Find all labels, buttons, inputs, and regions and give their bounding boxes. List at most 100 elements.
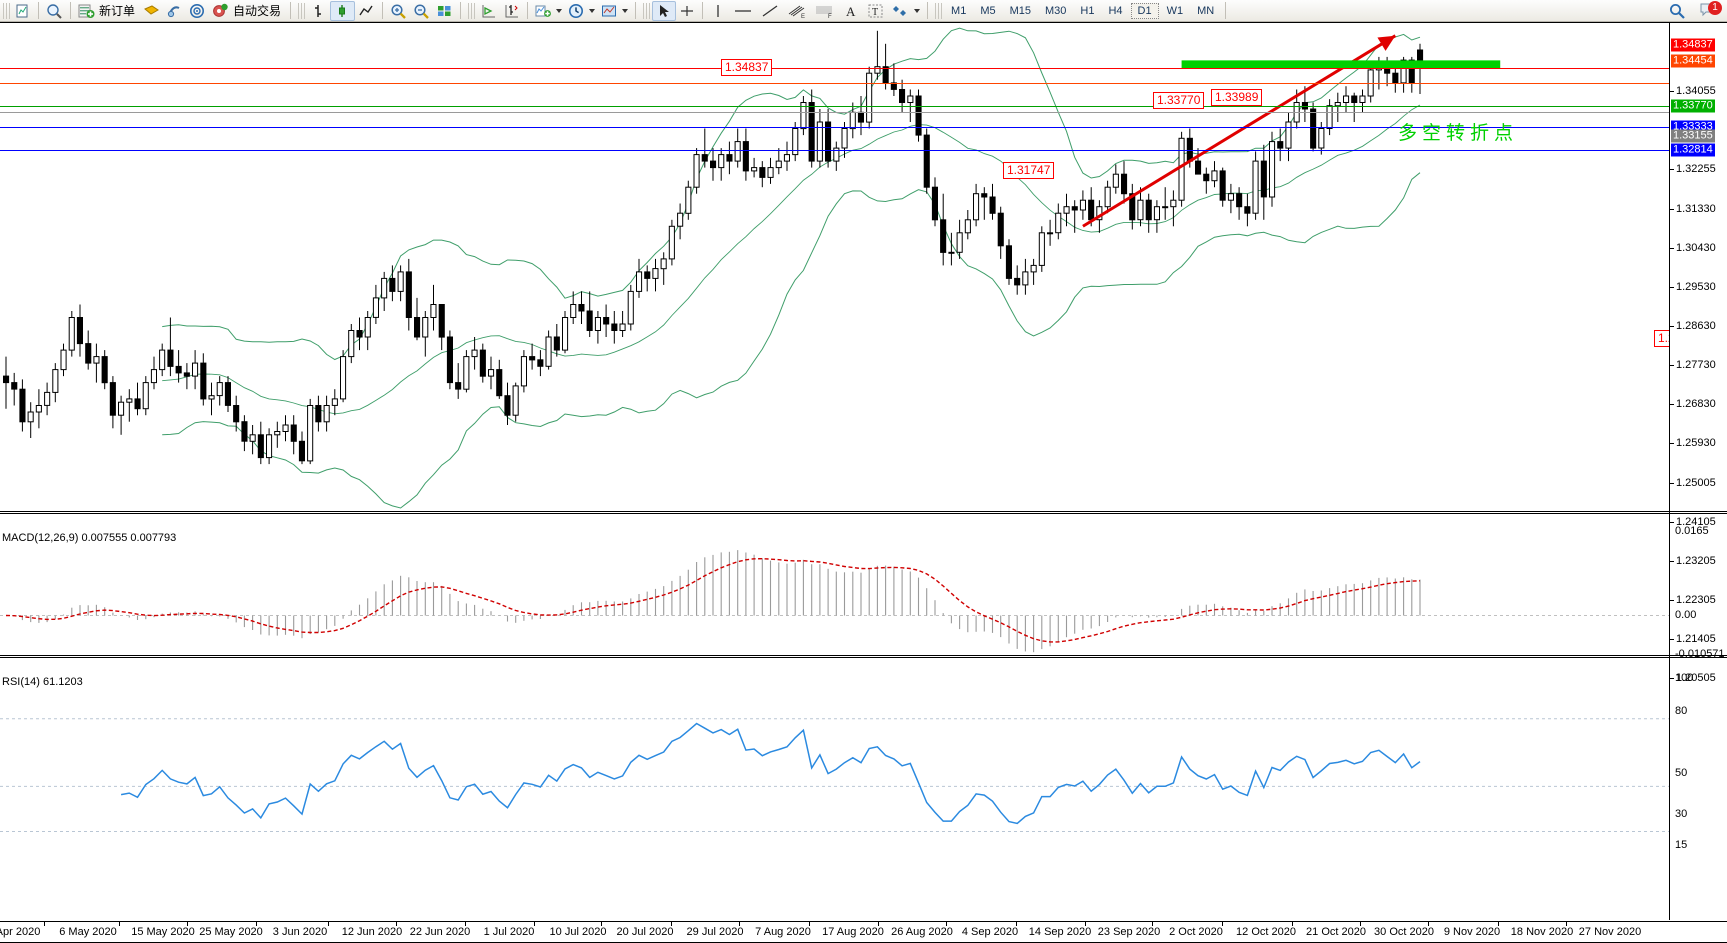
chevron-down-icon-2[interactable] <box>589 8 596 13</box>
crosshair-icon[interactable] <box>676 1 698 21</box>
market-watch-icon[interactable] <box>186 1 209 21</box>
time-tick <box>1566 922 1567 926</box>
cursor-icon[interactable] <box>652 0 677 21</box>
level-line-support-blue-2[interactable] <box>0 150 1669 151</box>
time-scale-label: 1 Jul 2020 <box>483 926 535 938</box>
chevron-down-icon-3[interactable] <box>622 8 629 13</box>
timeframe-h4[interactable]: H4 <box>1108 4 1123 17</box>
chart-shift-icon[interactable] <box>500 1 523 21</box>
search-icon[interactable] <box>1665 1 1689 21</box>
toolbar-grip-3[interactable] <box>468 2 476 19</box>
timeframe-m1[interactable]: M1 <box>951 4 967 17</box>
level-line-support-blue-1[interactable] <box>0 127 1669 128</box>
toolbar-grip-2[interactable] <box>298 2 306 19</box>
text-label-icon[interactable]: T <box>863 1 889 21</box>
time-tick <box>534 922 535 926</box>
toolbar-grip-5[interactable] <box>935 2 943 19</box>
macd-canvas <box>0 550 1669 653</box>
new-order-button[interactable]: 新订单 <box>75 1 140 21</box>
timeframe-m30[interactable]: M30 <box>1045 4 1067 17</box>
toolbar-separator <box>927 2 929 19</box>
chinese-annotation: 多空转折点 <box>1398 122 1519 144</box>
price-tag[interactable]: 1.31747 <box>1003 162 1055 179</box>
new-chart-icon[interactable] <box>12 1 34 21</box>
timeframe-d1[interactable]: D1 <box>1130 2 1159 19</box>
price-scale-label: 1.30430 <box>1676 242 1716 254</box>
timeframe-m5[interactable]: M5 <box>980 4 996 17</box>
line-chart-icon[interactable] <box>355 1 378 21</box>
price-tag[interactable]: 1.34837 <box>721 59 773 76</box>
price-pane[interactable] <box>0 23 1669 511</box>
rsi-scale-50: 50 <box>1675 767 1688 779</box>
level-line-grey-line[interactable] <box>0 112 1669 113</box>
expert-advisors-button[interactable]: 自动交易 <box>209 1 286 21</box>
data-window-icon[interactable] <box>43 1 66 21</box>
time-scale-label: 25 May 2020 <box>199 926 263 938</box>
trendline-icon[interactable] <box>757 1 783 21</box>
macd-scale-zero: 0.00 <box>1675 609 1697 621</box>
time-scale-label: 30 Oct 2020 <box>1374 926 1434 938</box>
bar-chart-icon[interactable] <box>307 1 330 21</box>
timeframe-group: M1 M5 M15 M30 H1 H4 D1 W1 MN <box>944 2 1221 19</box>
price-scale[interactable]: 1.34055 1.32255 1.31330 1.30430 1.29530 1.286… <box>1669 23 1727 895</box>
time-tick <box>1085 922 1086 926</box>
level-line-resistance-2[interactable] <box>0 83 1669 84</box>
price-scale-label: 1.27730 <box>1676 359 1716 371</box>
toolbar-grip[interactable] <box>3 2 10 19</box>
indicators-icon[interactable] <box>532 1 565 21</box>
level-line-resistance-1[interactable] <box>0 68 1669 69</box>
time-tick <box>187 922 188 926</box>
time-tick <box>465 922 466 926</box>
terminal-icon[interactable] <box>140 1 163 21</box>
periods-icon[interactable] <box>565 1 598 21</box>
time-tick <box>809 922 810 926</box>
navigator-icon[interactable] <box>163 1 186 21</box>
time-tick <box>44 922 45 926</box>
price-tag[interactable]: 1.33770 <box>1153 92 1205 109</box>
timeframe-w1[interactable]: W1 <box>1166 4 1184 17</box>
vertical-line-icon[interactable] <box>707 1 729 21</box>
macd-pane[interactable] <box>0 514 1669 655</box>
toolbar-separator <box>70 2 71 19</box>
price-scale-label: 1.20505 <box>1676 672 1716 684</box>
equidistant-channel-icon[interactable]: F <box>811 1 839 21</box>
price-tick <box>1670 483 1674 484</box>
svg-text:T: T <box>872 7 878 18</box>
timeframe-m15[interactable]: M15 <box>1009 4 1031 17</box>
price-tag[interactable]: 1.33989 <box>1211 89 1263 106</box>
zoom-in-icon[interactable] <box>387 1 410 21</box>
text-icon[interactable]: A <box>839 1 863 21</box>
level-line-pivot-green[interactable] <box>0 106 1669 107</box>
time-scale-label: 6 May 2020 <box>59 926 117 938</box>
horizontal-line-icon[interactable] <box>729 1 757 21</box>
tile-windows-icon[interactable] <box>433 1 456 21</box>
auto-scroll-icon[interactable] <box>477 1 500 21</box>
fibonacci-icon[interactable]: E <box>783 1 811 21</box>
time-tick <box>1222 922 1223 926</box>
time-tick <box>946 922 947 926</box>
timeframe-h1[interactable]: H1 <box>1080 4 1095 17</box>
toolbar-separator <box>290 2 292 19</box>
rsi-scale-15: 15 <box>1675 839 1688 851</box>
macd-label: MACD(12,26,9) 0.007555 0.007793 <box>2 532 177 544</box>
time-scale-label: 3 Jun 2020 <box>272 926 328 938</box>
chart-window[interactable]: GBPUSD-,Daily 1.34208 1.34399 1.32862 1.… <box>0 22 1727 943</box>
chevron-down-icon[interactable] <box>556 8 563 13</box>
zoom-out-icon[interactable] <box>410 1 433 21</box>
time-scale[interactable]: Apr 2020 6 May 2020 15 May 2020 25 May 2020… <box>0 921 1727 942</box>
time-scale-label: 9 Nov 2020 <box>1443 926 1501 938</box>
alerts-icon[interactable]: 1 <box>1695 0 1722 21</box>
toolbar-separator <box>382 2 384 19</box>
shapes-icon[interactable] <box>889 1 923 21</box>
chevron-down-icon-4[interactable] <box>914 8 921 13</box>
time-scale-label: 18 Nov 2020 <box>1510 926 1574 938</box>
templates-icon[interactable] <box>598 1 631 21</box>
time-scale-label: 12 Oct 2020 <box>1236 926 1296 938</box>
timeframe-mn[interactable]: MN <box>1197 4 1215 17</box>
candlestick-chart-icon[interactable] <box>330 0 356 21</box>
price-tick <box>1670 443 1674 444</box>
rsi-pane[interactable] <box>0 658 1669 920</box>
alert-badge: 1 <box>1708 0 1722 15</box>
toolbar-grip-4[interactable] <box>643 2 651 19</box>
time-tick <box>1292 922 1293 926</box>
